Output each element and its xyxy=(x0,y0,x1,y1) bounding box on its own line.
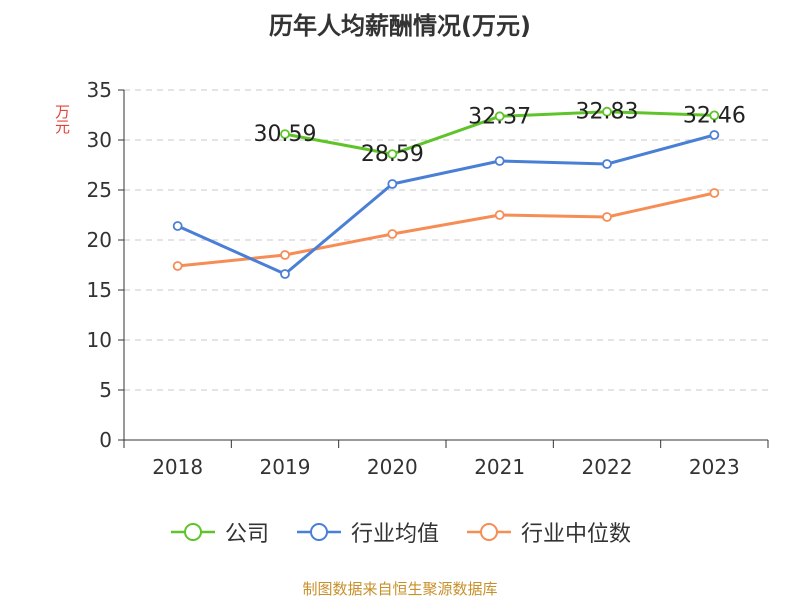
y-tick-label: 25 xyxy=(87,178,112,202)
data-label: 32.46 xyxy=(683,103,746,128)
data-point-series-1 xyxy=(280,269,290,279)
legend-label-industry-average: 行业均值 xyxy=(350,522,439,547)
y-tick-label: 10 xyxy=(87,328,112,352)
x-tick-label: 2021 xyxy=(474,455,525,479)
series-line-1 xyxy=(177,133,715,276)
data-source-note: 制图数据来自恒生聚源数据库 xyxy=(302,580,498,598)
y-tick-label: 30 xyxy=(87,128,112,152)
y-axis-unit-label: 万元 xyxy=(53,104,71,134)
data-point-series-0 xyxy=(494,111,505,122)
data-point-series-1 xyxy=(709,130,720,140)
data-label: 30.59 xyxy=(254,122,317,147)
legend-swatch-company-icon xyxy=(170,523,215,541)
y-tick-label: 35 xyxy=(87,78,112,102)
data-point-series-2 xyxy=(280,250,290,260)
data-point-series-1 xyxy=(172,221,183,231)
legend-swatch-industry-median-icon xyxy=(467,523,511,541)
x-tick-label: 2023 xyxy=(689,455,740,479)
legend-item-industry-average[interactable]: 行业均值 xyxy=(295,516,439,548)
legend: 公司 行业均值 行业中位数 xyxy=(0,516,800,548)
data-point-series-2 xyxy=(172,261,183,271)
chart-title: 历年人均薪酬情况(万元) xyxy=(269,12,531,40)
x-tick-label: 2022 xyxy=(582,455,633,479)
series-line-2 xyxy=(177,191,715,268)
x-tick-label: 2020 xyxy=(367,455,418,479)
x-tick-label: 2019 xyxy=(260,455,311,479)
y-tick-label: 15 xyxy=(87,278,112,302)
data-point-series-2 xyxy=(387,229,398,239)
data-label: 28.59 xyxy=(361,142,424,167)
legend-swatch-industry-average-icon xyxy=(296,523,341,541)
legend-label-industry-median: 行业中位数 xyxy=(521,522,632,547)
legend-label-company: 公司 xyxy=(224,522,269,547)
data-point-series-2 xyxy=(709,188,720,198)
y-tick-label: 0 xyxy=(99,428,112,452)
legend-item-industry-median[interactable]: 行业中位数 xyxy=(465,516,631,548)
data-label: 32.37 xyxy=(468,104,531,129)
x-tick-label: 2018 xyxy=(152,455,203,479)
y-tick-label: 5 xyxy=(99,378,112,402)
data-point-series-2 xyxy=(494,210,505,220)
data-point-series-0 xyxy=(602,106,612,117)
data-point-series-1 xyxy=(387,179,398,189)
legend-item-company[interactable]: 公司 xyxy=(169,516,269,548)
data-label: 32.83 xyxy=(576,100,639,125)
data-point-series-0 xyxy=(280,129,290,140)
data-point-series-1 xyxy=(494,156,505,166)
data-point-series-2 xyxy=(602,212,612,222)
data-point-series-1 xyxy=(602,159,612,169)
y-tick-label: 20 xyxy=(87,228,112,252)
data-point-series-0 xyxy=(709,110,720,121)
data-point-series-0 xyxy=(387,149,398,160)
